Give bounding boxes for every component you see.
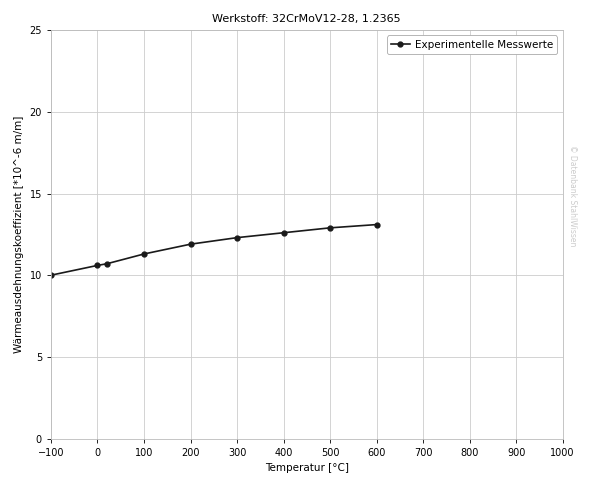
Experimentelle Messwerte xyxy=(103,261,111,267)
Experimentelle Messwerte xyxy=(47,272,54,278)
Legend: Experimentelle Messwerte: Experimentelle Messwerte xyxy=(387,36,557,54)
Experimentelle Messwerte xyxy=(234,235,241,241)
X-axis label: Temperatur [°C]: Temperatur [°C] xyxy=(265,463,349,473)
Experimentelle Messwerte xyxy=(280,230,287,236)
Experimentelle Messwerte xyxy=(327,225,334,231)
Experimentelle Messwerte xyxy=(187,241,194,247)
Text: © Datenbank StahlWissen: © Datenbank StahlWissen xyxy=(567,145,577,246)
Experimentelle Messwerte xyxy=(140,251,148,257)
Title: Werkstoff: 32CrMoV12-28, 1.2365: Werkstoff: 32CrMoV12-28, 1.2365 xyxy=(212,14,401,24)
Experimentelle Messwerte xyxy=(373,222,380,227)
Y-axis label: Wärmeausdehnungskoeffizient [*10^-6 m/m]: Wärmeausdehnungskoeffizient [*10^-6 m/m] xyxy=(14,116,24,353)
Experimentelle Messwerte xyxy=(94,262,101,268)
Line: Experimentelle Messwerte: Experimentelle Messwerte xyxy=(48,222,379,278)
